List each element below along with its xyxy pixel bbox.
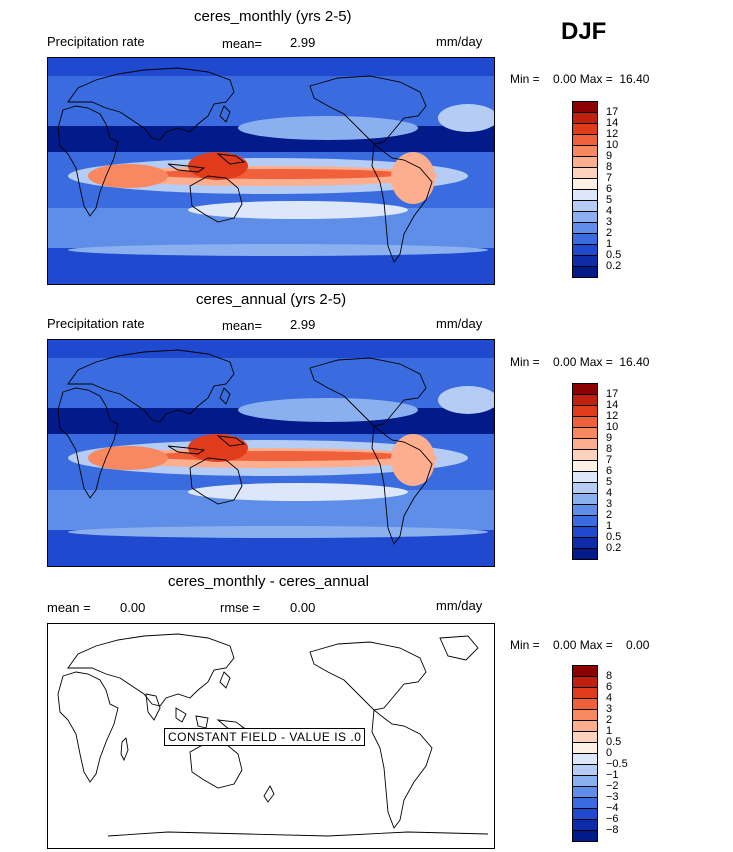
panel1-map [47, 57, 495, 285]
colorbar-tick-label: 0.5 [606, 736, 622, 748]
colorbar-tick-label: 12 [606, 128, 619, 140]
colorbar-tick-label: 10 [606, 139, 619, 151]
colorbar-tick-label: 0.2 [606, 542, 622, 554]
colorbar-tick-label: 3 [606, 703, 613, 715]
colorbar-tick-label: 0 [606, 747, 613, 759]
coastlines [57, 349, 433, 545]
panel3-rmse-value: 0.00 [290, 600, 316, 615]
north-atlantic-storm-track [438, 104, 494, 132]
colorbar-tick-label: 3 [606, 498, 613, 510]
panel3-units: mm/day [436, 598, 483, 613]
panel3-colorbar: 8 6 4 3 2 1 0.5 0 −0.5 −1 −2 −3 −4 −6 −8 [572, 665, 682, 842]
colorbar-tick-label: 5 [606, 476, 613, 488]
colorbar-tick-label: 14 [606, 117, 619, 129]
colorbar-tick-label: 7 [606, 172, 613, 184]
africa-rain-core [88, 446, 168, 470]
panel3-title: ceres_monthly - ceres_annual [168, 573, 369, 590]
panel3-map: CONSTANT FIELD - VALUE IS .0 [47, 623, 495, 849]
colorbar-tick-label: −6 [606, 813, 619, 825]
colorbar-tick-label: 5 [606, 194, 613, 206]
colorbar-tick-label: −0.5 [606, 758, 628, 770]
colorbar-tick-label: 7 [606, 454, 613, 466]
colorbar-tick-label: 6 [606, 183, 613, 195]
spcz-band [188, 201, 408, 219]
colorbar-tick-label: 4 [606, 487, 613, 499]
constant-field-note: CONSTANT FIELD - VALUE IS .0 [164, 728, 366, 746]
colorbar-tick-label: −4 [606, 802, 619, 814]
colorbar-cell [572, 548, 598, 560]
panel1-units: mm/day [436, 34, 483, 49]
panel3-mean-value: 0.00 [120, 600, 146, 615]
colorbar-tick-label: 17 [606, 388, 619, 400]
colorbar-tick-label: 0.2 [606, 260, 622, 272]
colorbar-tick-label: −2 [606, 780, 619, 792]
colorbar-tick-label: 6 [606, 681, 613, 693]
field-band-polar-north [48, 340, 494, 358]
panel2-units: mm/day [436, 316, 483, 331]
panel1-minmax: Min = 0.00 Max = 16.40 [510, 72, 650, 86]
panel2-variable-label: Precipitation rate [47, 316, 145, 331]
colorbar-tick-label: 0.5 [606, 249, 622, 261]
south-america-rain [391, 434, 435, 486]
colorbar-tick-label: 1 [606, 725, 613, 737]
southern-ocean-band [68, 244, 488, 256]
maritime-continent-core [188, 152, 248, 180]
colorbar-tick-label: 12 [606, 410, 619, 422]
panel3-mean-label: mean = [47, 600, 91, 615]
colorbar-tick-label: 0.5 [606, 531, 622, 543]
south-america-rain [391, 152, 435, 204]
panel2-mean-label: mean= [222, 318, 263, 333]
colorbar-tick-label: 17 [606, 106, 619, 118]
maritime-continent-core [188, 434, 248, 462]
season-label: DJF [561, 18, 607, 45]
north-pacific-storm-track [238, 116, 418, 140]
north-atlantic-storm-track [438, 386, 494, 414]
panel3-rmse-label: rmse = [220, 600, 261, 615]
colorbar-tick-label: 8 [606, 670, 613, 682]
panel2-precip-field [48, 340, 494, 566]
colorbar-tick-label: −1 [606, 769, 619, 781]
coastlines [57, 67, 433, 263]
africa-rain-core [88, 164, 168, 188]
colorbar-tick-label: 2 [606, 509, 613, 521]
colorbar-tick-label: 6 [606, 465, 613, 477]
spcz-band [188, 483, 408, 501]
colorbar-tick-label: 9 [606, 432, 613, 444]
panel2-title: ceres_annual (yrs 2-5) [196, 291, 347, 308]
panel3-minmax: Min = 0.00 Max = 0.00 [510, 638, 650, 652]
panel1-colorbar: 17 14 12 10 9 8 7 6 5 4 3 2 1 0.5 0.2 [572, 101, 682, 278]
colorbar-tick-label: 1 [606, 520, 613, 532]
colorbar-cell [572, 266, 598, 278]
colorbar-tick-label: 4 [606, 692, 613, 704]
colorbar-tick-label: 10 [606, 421, 619, 433]
colorbar-tick-label: −8 [606, 824, 619, 836]
panel1-mean-value: 2.99 [290, 35, 316, 50]
panel1-mean-label: mean= [222, 36, 263, 51]
colorbar-cell [572, 830, 598, 842]
colorbar-tick-label: 2 [606, 227, 613, 239]
panel1-variable-label: Precipitation rate [47, 34, 145, 49]
colorbar-tick-label: 2 [606, 714, 613, 726]
panel2-minmax: Min = 0.00 Max = 16.40 [510, 355, 650, 369]
colorbar-tick-label: 1 [606, 238, 613, 250]
panel1-precip-field [48, 58, 494, 284]
panel2-colorbar: 17 14 12 10 9 8 7 6 5 4 3 2 1 0.5 0.2 [572, 383, 682, 560]
panel1-title: ceres_monthly (yrs 2-5) [194, 8, 352, 25]
colorbar-tick-label: 8 [606, 161, 613, 173]
southern-ocean-band [68, 526, 488, 538]
panel2-mean-value: 2.99 [290, 317, 316, 332]
colorbar-tick-label: 8 [606, 443, 613, 455]
colorbar-tick-label: 9 [606, 150, 613, 162]
north-pacific-storm-track [238, 398, 418, 422]
colorbar-tick-label: 4 [606, 205, 613, 217]
panel2-map [47, 339, 495, 567]
colorbar-tick-label: 3 [606, 216, 613, 228]
colorbar-tick-label: 14 [606, 399, 619, 411]
field-band-polar-north [48, 58, 494, 76]
colorbar-tick-label: −3 [606, 791, 619, 803]
